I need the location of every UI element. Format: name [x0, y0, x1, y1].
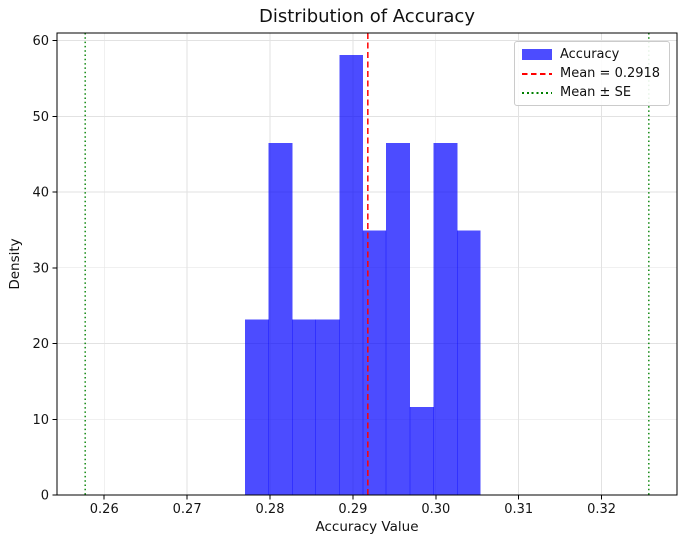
legend-label: Accuracy: [560, 47, 620, 62]
histogram-bar: [292, 319, 316, 495]
x-tick-label: 0.28: [256, 502, 285, 517]
histogram-bar: [386, 142, 411, 495]
x-tick-label: 0.31: [504, 502, 533, 517]
chart-title: Distribution of Accuracy: [259, 6, 475, 27]
histogram-bar: [245, 319, 269, 495]
y-tick-label: 0: [41, 489, 49, 504]
histogram-bar: [433, 142, 458, 495]
histogram-bar: [410, 407, 434, 495]
y-tick-label: 30: [32, 261, 49, 276]
y-tick-label: 50: [32, 110, 49, 125]
legend-label: Mean = 0.2918: [560, 66, 661, 81]
plot-border: [56, 32, 678, 496]
legend-item: Accuracy: [522, 45, 661, 64]
y-tick-label: 60: [32, 34, 49, 49]
patch-swatch: [522, 49, 552, 60]
histogram-bar: [268, 142, 293, 495]
y-tick-label: 20: [32, 337, 49, 352]
legend-item: Mean = 0.2918: [522, 64, 661, 83]
histogram-bar: [457, 230, 481, 495]
dashed-line-swatch: [522, 72, 552, 75]
legend-item: Mean ± SE: [522, 83, 661, 102]
histogram-bar: [362, 230, 387, 495]
x-tick-label: 0.29: [338, 502, 367, 517]
dotted-line-swatch: [522, 91, 552, 94]
legend-label: Mean ± SE: [560, 85, 632, 100]
legend: Accuracy Mean = 0.2918 Mean ± SE: [514, 41, 670, 106]
histogram-bar: [339, 54, 363, 496]
x-tick-label: 0.32: [587, 502, 616, 517]
x-axis-label: Accuracy Value: [315, 519, 419, 535]
x-tick-label: 0.26: [90, 502, 119, 517]
x-tick-label: 0.27: [173, 502, 202, 517]
y-tick-label: 40: [32, 186, 49, 201]
histogram-bar: [315, 319, 340, 495]
x-tick-label: 0.30: [421, 502, 450, 517]
y-axis-label: Density: [7, 238, 23, 290]
y-tick-label: 10: [32, 413, 49, 428]
